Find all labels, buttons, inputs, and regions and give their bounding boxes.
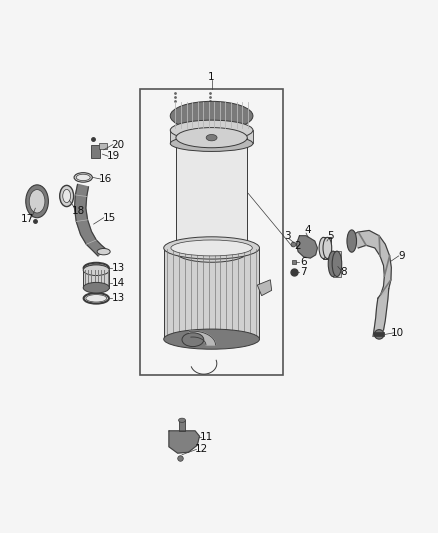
Polygon shape bbox=[297, 236, 318, 258]
Text: 15: 15 bbox=[102, 213, 116, 223]
Text: 7: 7 bbox=[300, 267, 307, 277]
Bar bbox=[99, 143, 107, 149]
Ellipse shape bbox=[86, 295, 107, 302]
Text: 19: 19 bbox=[107, 151, 120, 161]
Text: 1: 1 bbox=[208, 71, 215, 82]
Ellipse shape bbox=[26, 185, 48, 217]
Ellipse shape bbox=[206, 134, 217, 141]
Bar bbox=[176, 138, 247, 252]
Ellipse shape bbox=[83, 282, 110, 293]
Text: 8: 8 bbox=[340, 267, 347, 277]
Bar bbox=[170, 130, 253, 143]
Text: 20: 20 bbox=[111, 140, 124, 150]
Text: 13: 13 bbox=[111, 293, 125, 303]
Ellipse shape bbox=[176, 242, 247, 262]
Text: 6: 6 bbox=[300, 257, 307, 267]
Ellipse shape bbox=[170, 135, 253, 151]
Ellipse shape bbox=[164, 329, 259, 349]
Text: 18: 18 bbox=[72, 206, 85, 216]
Ellipse shape bbox=[319, 237, 328, 259]
Ellipse shape bbox=[323, 237, 332, 259]
Bar bbox=[333, 251, 341, 277]
Text: 13: 13 bbox=[111, 263, 125, 273]
Polygon shape bbox=[189, 331, 215, 345]
Text: 2: 2 bbox=[294, 241, 300, 252]
Ellipse shape bbox=[170, 101, 253, 131]
Ellipse shape bbox=[176, 127, 247, 148]
Polygon shape bbox=[350, 230, 391, 298]
Text: 10: 10 bbox=[391, 328, 404, 338]
Ellipse shape bbox=[182, 333, 204, 346]
Polygon shape bbox=[373, 289, 389, 336]
Text: 3: 3 bbox=[284, 231, 291, 241]
Ellipse shape bbox=[60, 185, 74, 207]
Ellipse shape bbox=[74, 173, 92, 182]
Text: 16: 16 bbox=[99, 174, 113, 184]
Ellipse shape bbox=[76, 174, 90, 181]
Ellipse shape bbox=[86, 264, 107, 272]
Ellipse shape bbox=[332, 251, 342, 277]
Text: 9: 9 bbox=[399, 251, 405, 261]
Bar bbox=[140, 89, 283, 375]
Ellipse shape bbox=[328, 251, 338, 277]
Ellipse shape bbox=[63, 189, 71, 203]
Ellipse shape bbox=[179, 418, 185, 422]
Ellipse shape bbox=[83, 265, 110, 276]
Bar bbox=[164, 248, 259, 339]
Polygon shape bbox=[169, 431, 199, 453]
Bar bbox=[179, 420, 185, 431]
Ellipse shape bbox=[374, 329, 384, 339]
Ellipse shape bbox=[29, 190, 45, 213]
Ellipse shape bbox=[97, 248, 110, 255]
Ellipse shape bbox=[170, 120, 253, 140]
Text: 17: 17 bbox=[21, 214, 34, 224]
Polygon shape bbox=[74, 184, 106, 256]
Bar bbox=[92, 145, 100, 158]
Bar bbox=[374, 332, 384, 336]
Ellipse shape bbox=[347, 230, 357, 252]
Text: 14: 14 bbox=[111, 278, 125, 288]
Text: 11: 11 bbox=[200, 432, 213, 442]
Bar bbox=[83, 270, 110, 288]
Bar bbox=[323, 237, 331, 259]
Ellipse shape bbox=[164, 237, 259, 259]
Text: 4: 4 bbox=[305, 225, 311, 236]
Text: 5: 5 bbox=[327, 231, 334, 241]
Ellipse shape bbox=[171, 240, 252, 256]
Polygon shape bbox=[257, 280, 272, 296]
Text: 12: 12 bbox=[195, 445, 208, 455]
